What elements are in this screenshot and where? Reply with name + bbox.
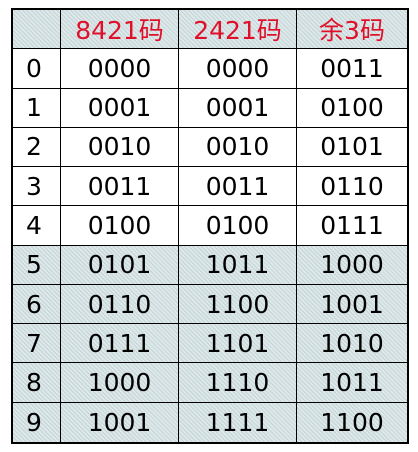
- row-2-excess3: 0101: [297, 128, 407, 168]
- header-corner-cell: [13, 10, 61, 50]
- header-2421-code: 2421码: [179, 10, 297, 50]
- row-4-digit: 4: [13, 206, 61, 246]
- row-7-excess3: 1010: [297, 324, 407, 364]
- row-5-2421: 1011: [179, 245, 297, 285]
- header-8421-code: 8421码: [61, 10, 179, 50]
- row-3-digit: 3: [13, 167, 61, 207]
- row-3-2421: 0011: [179, 167, 297, 207]
- row-9-digit: 9: [13, 402, 61, 442]
- row-3-8421: 0011: [61, 167, 179, 207]
- row-0-2421: 0000: [179, 49, 297, 89]
- row-4-2421: 0100: [179, 206, 297, 246]
- row-0-excess3: 0011: [297, 49, 407, 89]
- row-8-excess3: 1011: [297, 363, 407, 403]
- bcd-code-table: 8421码 2421码 余3码 0 0000 0000 0011 1 0001 …: [11, 8, 409, 444]
- row-9-2421: 1111: [179, 402, 297, 442]
- row-7-2421: 1101: [179, 324, 297, 364]
- row-1-digit: 1: [13, 88, 61, 128]
- header-excess-3-code: 余3码: [297, 10, 407, 50]
- row-1-2421: 0001: [179, 88, 297, 128]
- row-9-excess3: 1100: [297, 402, 407, 442]
- row-7-digit: 7: [13, 324, 61, 364]
- row-8-digit: 8: [13, 363, 61, 403]
- row-6-2421: 1100: [179, 284, 297, 325]
- row-6-excess3: 1001: [297, 284, 407, 325]
- row-2-8421: 0010: [61, 127, 179, 168]
- row-8-2421: 1110: [179, 363, 297, 403]
- row-9-8421: 1001: [61, 402, 179, 442]
- row-0-8421: 0000: [61, 49, 179, 89]
- row-8-8421: 1000: [61, 363, 179, 403]
- row-5-8421: 0101: [61, 245, 179, 285]
- row-2-digit: 2: [13, 127, 61, 168]
- row-1-8421: 0001: [61, 88, 179, 128]
- row-7-8421: 0111: [61, 324, 179, 364]
- row-0-digit: 0: [13, 49, 61, 89]
- row-5-digit: 5: [13, 245, 61, 285]
- row-4-8421: 0100: [61, 206, 179, 246]
- row-6-digit: 6: [13, 284, 61, 325]
- row-3-excess3: 0110: [297, 167, 407, 207]
- row-6-8421: 0110: [61, 284, 179, 325]
- row-1-excess3: 0100: [297, 89, 407, 128]
- row-2-2421: 0010: [179, 127, 297, 168]
- row-5-excess3: 1000: [297, 245, 407, 285]
- row-4-excess3: 0111: [297, 206, 407, 246]
